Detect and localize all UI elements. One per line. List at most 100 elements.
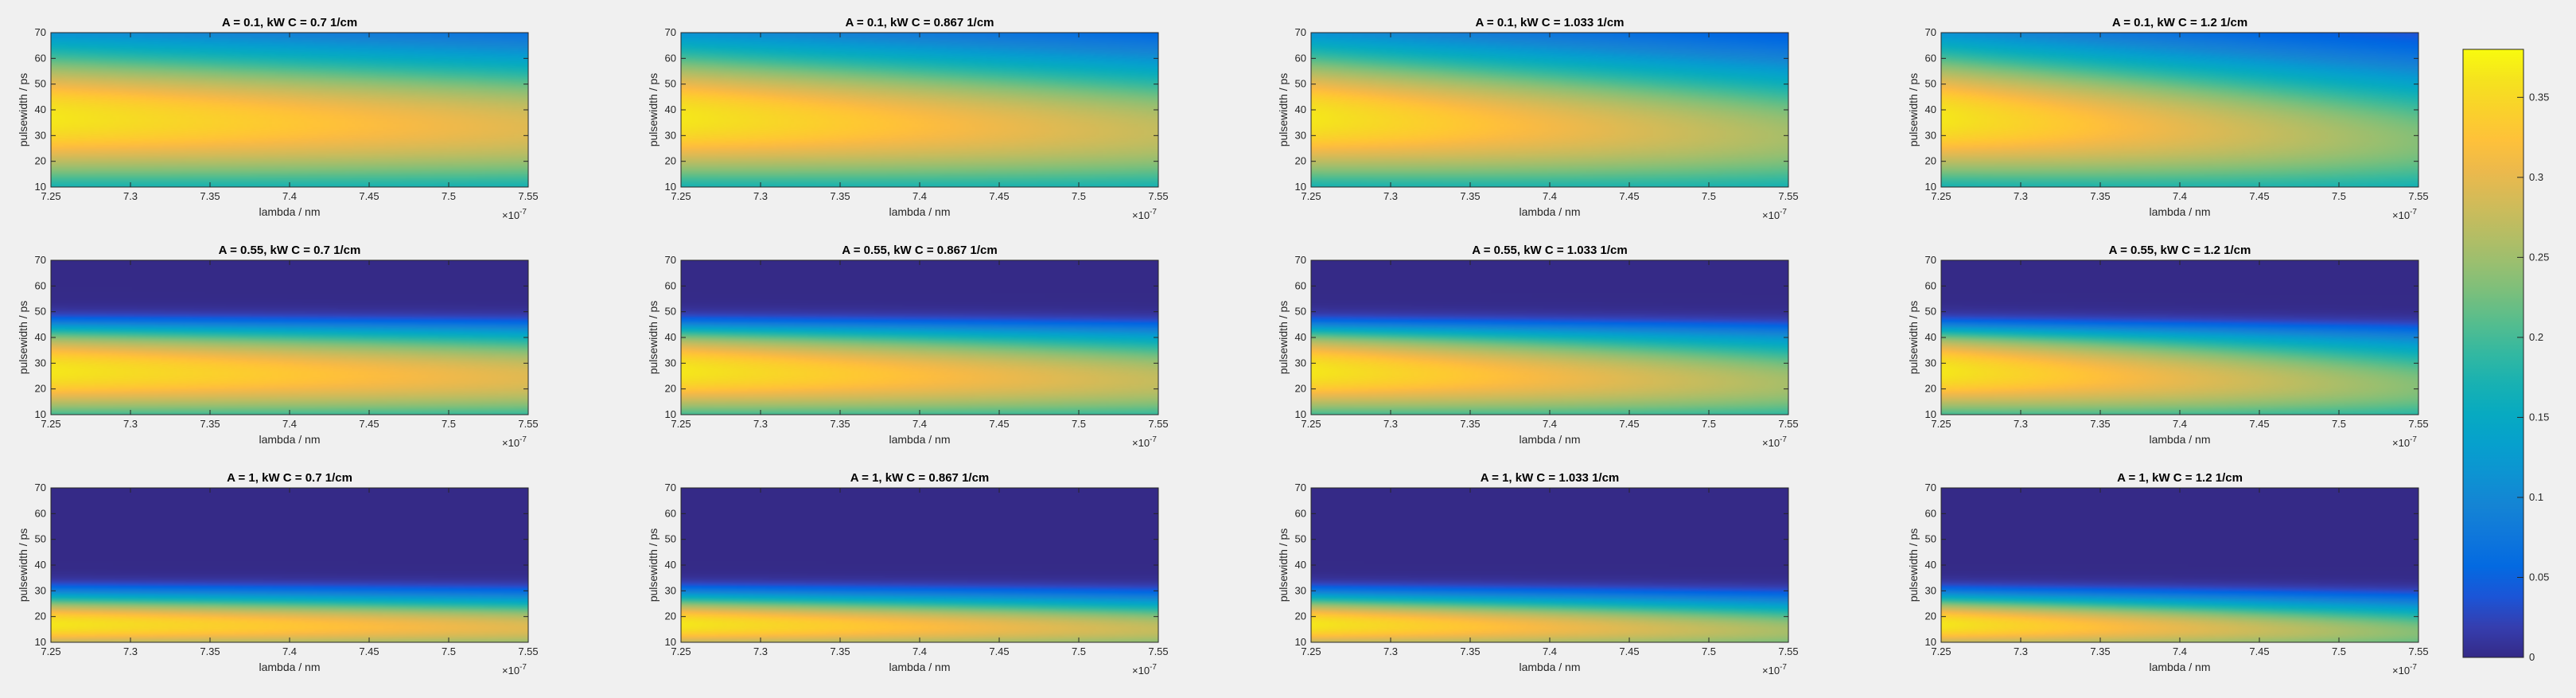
x-axis-label: lambda / nm: [2149, 433, 2210, 446]
y-tick-label: 70: [1295, 482, 1306, 493]
y-axis-label: pulsewidth / ps: [1907, 73, 1920, 147]
x-tick-label: 7.25: [671, 190, 691, 202]
panel-title: A = 1, kW C = 0.7 1/cm: [227, 471, 352, 485]
y-tick-label: 10: [1295, 636, 1306, 648]
y-tick-label: 70: [1925, 482, 1936, 493]
panel-title: A = 1, kW C = 1.033 1/cm: [1481, 471, 1620, 485]
x-tick-label: 7.3: [1383, 418, 1398, 430]
y-tick-label: 40: [665, 331, 676, 343]
x-tick-label: 7.4: [282, 418, 297, 430]
x-tick-label: 7.35: [2090, 645, 2110, 657]
x-tick-label: 7.55: [2408, 190, 2428, 202]
x-tick-label: 7.25: [1931, 645, 1951, 657]
heatmap-image: [51, 260, 528, 415]
heatmap-image: [1941, 33, 2418, 187]
x-tick-label: 7.55: [1778, 645, 1798, 657]
y-tick-label: 30: [1925, 357, 1936, 368]
x-axis-label: lambda / nm: [889, 433, 950, 446]
y-tick-label: 10: [35, 181, 46, 193]
heatmap-panel: A = 0.1, kW C = 1.2 1/cm 7.25 7.3 7.35 7.4 7.…: [1907, 16, 2429, 221]
panel-title: A = 0.1, kW C = 1.2 1/cm: [2112, 16, 2247, 29]
y-tick-label: 10: [1925, 181, 1936, 193]
panel-title: A = 0.55, kW C = 1.2 1/cm: [2109, 244, 2251, 257]
x-tick-label: 7.4: [2173, 190, 2187, 202]
y-axis-label: pulsewidth / ps: [17, 301, 29, 375]
x-tick-label: 7.35: [200, 418, 220, 430]
x-tick-label: 7.45: [2249, 190, 2269, 202]
x-tick-label: 7.25: [41, 190, 60, 202]
heatmap-panel: A = 0.1, kW C = 0.867 1/cm 7.25 7.3 7.35 7.4…: [647, 16, 1169, 221]
y-tick-label: 60: [35, 507, 46, 519]
x-tick-label: 7.55: [2408, 645, 2428, 657]
y-tick-label: 20: [1295, 610, 1306, 622]
y-tick-label: 20: [35, 610, 46, 622]
y-tick-label: 60: [35, 279, 46, 291]
y-tick-label: 30: [35, 357, 46, 368]
x-axis-label: lambda / nm: [1519, 205, 1580, 218]
x-tick-label: 7.45: [989, 190, 1009, 202]
heatmap-image: [1311, 33, 1788, 187]
colorbar-tick-label: 0.35: [2529, 91, 2549, 103]
y-axis-label: pulsewidth / ps: [1277, 301, 1290, 375]
heatmap-panel: A = 1, kW C = 0.7 1/cm 7.25 7.3 7.35 7.4 7.45…: [17, 471, 539, 677]
y-tick-label: 70: [1925, 254, 1936, 266]
x-tick-label: 7.5: [442, 190, 456, 202]
x-tick-label: 7.45: [2249, 418, 2269, 430]
x-tick-label: 7.55: [1778, 418, 1798, 430]
heatmap-panel: A = 0.1, kW C = 1.033 1/cm 7.25 7.3 7.35 7.4…: [1277, 16, 1799, 221]
y-axis-label: pulsewidth / ps: [1907, 301, 1920, 375]
y-tick-label: 20: [665, 383, 676, 395]
x-tick-label: 7.3: [1383, 645, 1398, 657]
x-tick-label: 7.25: [1301, 190, 1321, 202]
x-tick-label: 7.35: [830, 645, 850, 657]
y-tick-label: 20: [1295, 155, 1306, 167]
heatmap-image: [51, 33, 528, 187]
panel-title: A = 1, kW C = 1.2 1/cm: [2117, 471, 2243, 485]
heatmap-panel: A = 1, kW C = 1.033 1/cm 7.25 7.3 7.35 7.4 7.…: [1277, 471, 1799, 677]
y-tick-label: 10: [35, 636, 46, 648]
x-tick-label: 7.3: [123, 645, 138, 657]
y-tick-label: 40: [1295, 559, 1306, 571]
x-tick-label: 7.55: [1778, 190, 1798, 202]
y-tick-label: 30: [665, 584, 676, 596]
y-tick-label: 30: [1925, 584, 1936, 596]
x-tick-label: 7.35: [1460, 418, 1480, 430]
x-tick-label: 7.45: [359, 645, 379, 657]
x-tick-label: 7.3: [753, 190, 768, 202]
x-axis-label: lambda / nm: [2149, 205, 2210, 218]
x-tick-label: 7.4: [1543, 418, 1557, 430]
panel-title: A = 0.55, kW C = 0.867 1/cm: [842, 244, 997, 257]
y-tick-label: 70: [35, 26, 46, 38]
x-tick-label: 7.5: [1702, 645, 1716, 657]
y-tick-label: 10: [1295, 181, 1306, 193]
x-tick-label: 7.5: [2332, 190, 2346, 202]
heatmap-image: [1941, 488, 2418, 642]
y-tick-label: 40: [1295, 331, 1306, 343]
heatmap-image: [1311, 488, 1788, 642]
y-tick-label: 70: [665, 482, 676, 493]
y-tick-label: 10: [35, 408, 46, 420]
y-tick-label: 50: [1295, 306, 1306, 318]
y-tick-label: 30: [1295, 584, 1306, 596]
y-axis-label: pulsewidth / ps: [17, 73, 29, 147]
x-tick-label: 7.3: [753, 418, 768, 430]
x-tick-label: 7.3: [2014, 645, 2028, 657]
x-tick-label: 7.45: [989, 645, 1009, 657]
y-tick-label: 30: [665, 129, 676, 141]
x-tick-label: 7.25: [1301, 645, 1321, 657]
y-tick-label: 50: [35, 306, 46, 318]
x-tick-label: 7.35: [2090, 190, 2110, 202]
heatmap-panel: A = 1, kW C = 0.867 1/cm 7.25 7.3 7.35 7.4 7.…: [647, 471, 1169, 677]
x-tick-label: 7.4: [2173, 645, 2187, 657]
y-tick-label: 30: [35, 129, 46, 141]
x-axis-label: lambda / nm: [1519, 433, 1580, 446]
y-tick-label: 50: [665, 78, 676, 90]
x-tick-label: 7.4: [282, 645, 297, 657]
y-tick-label: 20: [1925, 383, 1936, 395]
x-tick-label: 7.55: [1148, 190, 1168, 202]
colorbar-tick-label: 0.15: [2529, 411, 2549, 423]
y-tick-label: 40: [35, 331, 46, 343]
x-tick-label: 7.4: [912, 190, 927, 202]
y-tick-label: 30: [665, 357, 676, 368]
x-tick-label: 7.25: [41, 418, 60, 430]
